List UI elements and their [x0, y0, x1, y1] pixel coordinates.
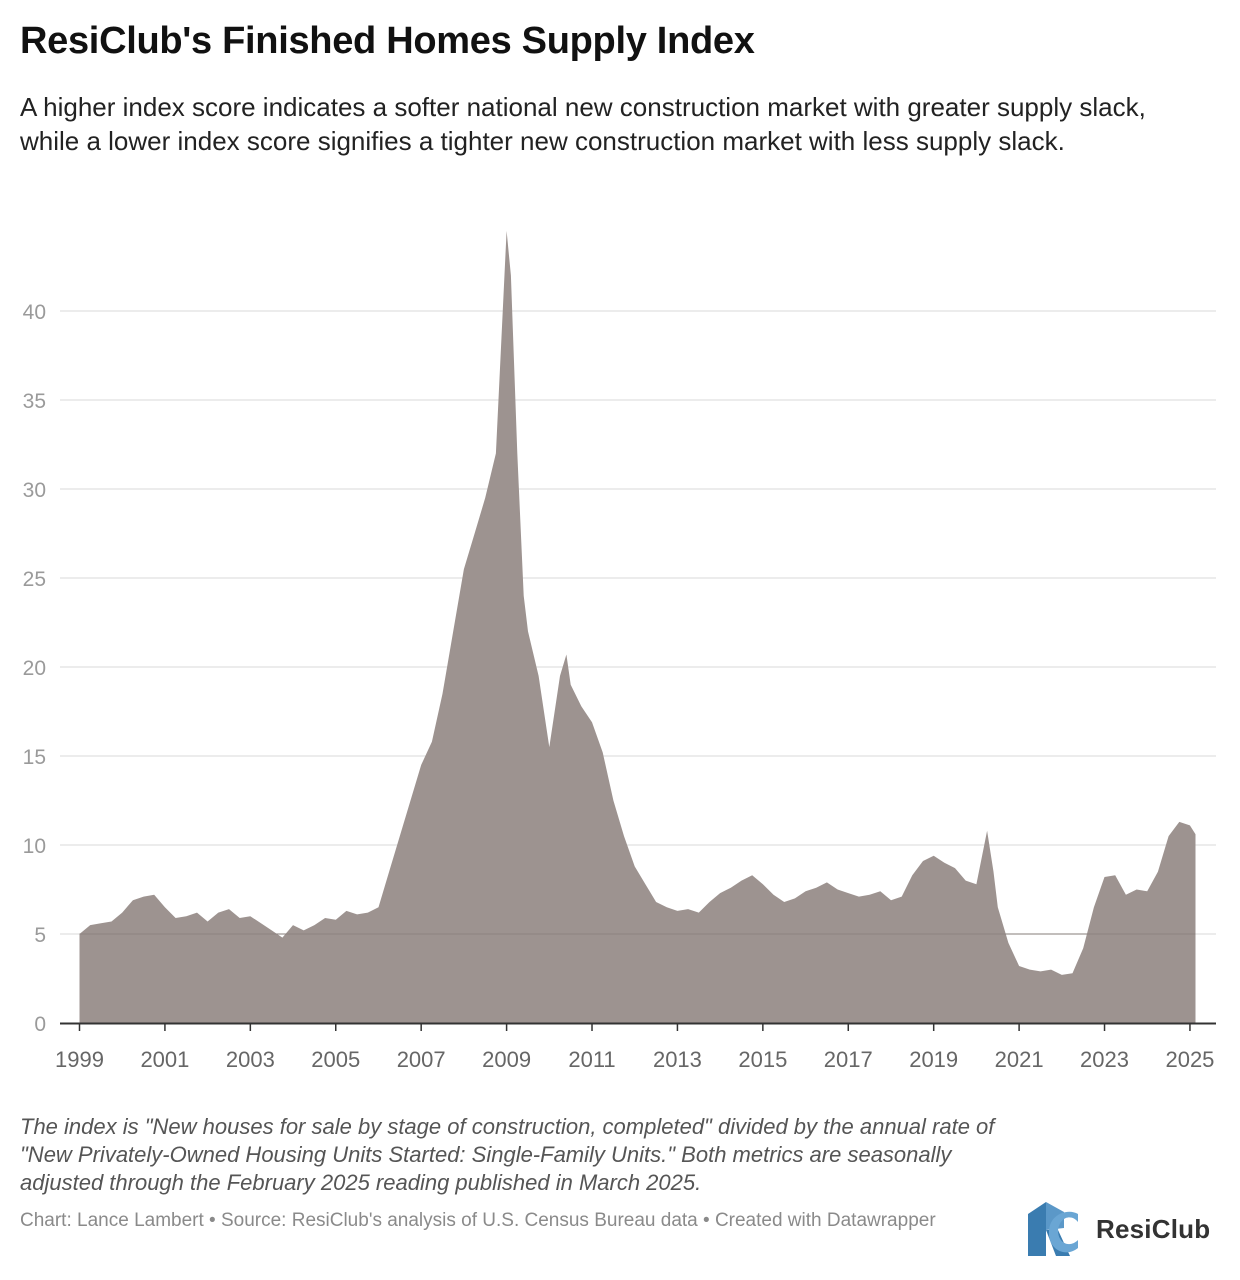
x-tick-label: 2003 [226, 1047, 275, 1072]
area-series-fill [79, 230, 1196, 1023]
y-tick-label: 40 [23, 301, 46, 324]
x-tick-label: 2007 [397, 1047, 446, 1072]
chart-subtitle: A higher index score indicates a softer … [20, 92, 1146, 156]
y-tick-label: 35 [23, 390, 46, 413]
y-tick-label: 25 [23, 568, 46, 591]
x-tick-label: 2017 [824, 1047, 873, 1072]
brand-name: ResiClub [1096, 1213, 1211, 1244]
source-credit: Chart: Lance Lambert • Source: ResiClub'… [20, 1210, 936, 1231]
x-axis-ticks: 1999 2001 2003 2005 2007 2009 2011 2013 2015 2017… [55, 1023, 1214, 1072]
y-tick-label: 20 [23, 657, 46, 680]
y-tick-label: 30 [23, 479, 46, 502]
x-tick-label: 2001 [140, 1047, 189, 1072]
y-tick-label: 0 [34, 1013, 46, 1036]
resiclub-logo: ResiClub [1024, 1200, 1210, 1258]
x-tick-label: 2023 [1080, 1047, 1129, 1072]
methodology-note: The index is "New houses for sale by sta… [20, 1114, 995, 1195]
x-tick-label: 2009 [482, 1047, 531, 1072]
area-series [79, 230, 1196, 1023]
x-tick-label: 2025 [1165, 1047, 1214, 1072]
chart-title: ResiClub's Finished Homes Supply Index [20, 20, 755, 62]
x-tick-label: 2013 [653, 1047, 702, 1072]
y-tick-label: 10 [23, 835, 46, 858]
x-tick-label: 2019 [909, 1047, 958, 1072]
y-axis-ticks: 0 5 10 15 20 25 30 35 40 [23, 301, 46, 1036]
x-tick-label: 2005 [311, 1047, 360, 1072]
y-tick-label: 15 [23, 746, 46, 769]
x-tick-label: 2011 [568, 1047, 615, 1072]
gridlines [60, 310, 1216, 935]
rc-logo-icon [1028, 1202, 1078, 1256]
y-tick-label: 5 [34, 924, 46, 947]
x-tick-label: 2015 [738, 1047, 787, 1072]
x-tick-label: 2021 [995, 1047, 1044, 1072]
x-tick-label: 1999 [55, 1047, 104, 1072]
